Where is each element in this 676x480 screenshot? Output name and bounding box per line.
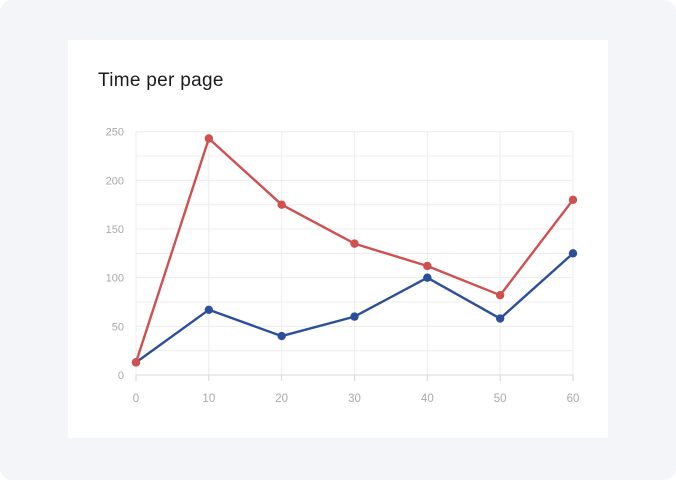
y-tick-label: 200	[106, 175, 124, 187]
x-tick-label: 60	[567, 393, 580, 405]
red-series-point	[495, 290, 505, 300]
blue-series-point	[350, 312, 359, 321]
red-series-point	[131, 358, 141, 367]
blue-series-point	[204, 305, 214, 314]
y-tick-label: 0	[118, 370, 124, 382]
red-series-point	[204, 134, 214, 143]
x-tick-label: 20	[275, 393, 288, 405]
blue-series-point	[277, 331, 286, 341]
red-series-point	[423, 261, 432, 271]
blue-series-point	[495, 314, 505, 323]
blue-series-point	[423, 273, 432, 282]
x-tick-label: 40	[421, 393, 434, 405]
x-tick-label: 10	[202, 393, 215, 405]
y-tick-label: 150	[106, 224, 124, 236]
blue-series-point	[568, 249, 578, 258]
red-series-point	[277, 200, 286, 209]
y-tick-label: 50	[112, 321, 124, 333]
y-tick-label: 250	[106, 127, 124, 139]
chart-card: Time per page 0 10 20 30 40 50 60 0 50 100 150 200 2…	[68, 40, 608, 438]
x-tick-label: 30	[348, 393, 361, 405]
red-series-point	[350, 239, 359, 248]
y-tick-label: 100	[106, 273, 124, 285]
chart-title: Time per page	[98, 70, 224, 91]
red-series-point	[568, 195, 578, 205]
time-per-page-line-chart: 0 10 20 30 40 50 60 0 50 100 150 200 250	[106, 127, 580, 405]
x-tick-label: 0	[133, 393, 139, 405]
x-tick-label: 50	[494, 393, 507, 405]
